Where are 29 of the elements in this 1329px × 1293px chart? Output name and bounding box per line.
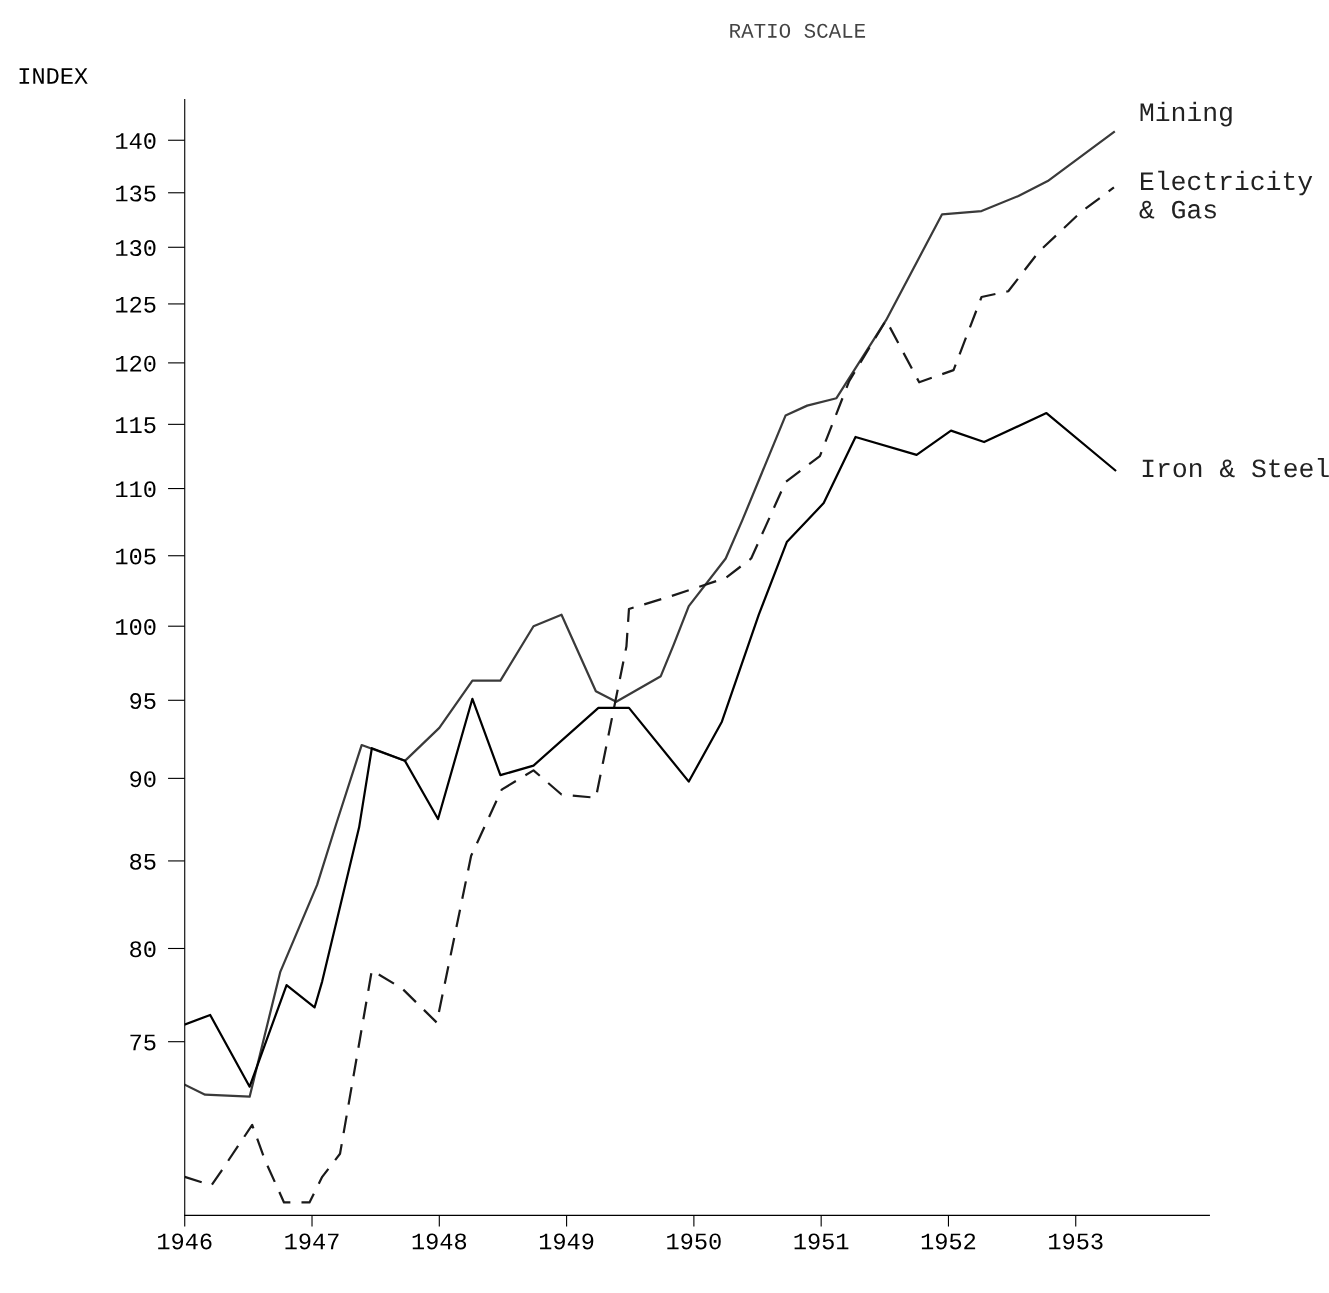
line-series <box>184 130 1116 1098</box>
series-label: Mining <box>1140 101 1232 127</box>
x-tick-label: 1948 <box>412 1233 467 1250</box>
x-tick-label: 1950 <box>667 1233 721 1250</box>
y-tick-label: 120 <box>116 355 156 372</box>
x-tick-label: 1953 <box>1049 1233 1103 1250</box>
y-tick-label: 135 <box>116 185 156 202</box>
x-tick-label: 1952 <box>921 1233 976 1250</box>
y-tick-label: 85 <box>130 853 156 870</box>
y-tick-label: 140 <box>116 133 156 150</box>
line-series <box>184 186 1116 1204</box>
y-tick-label: 105 <box>116 548 156 565</box>
x-tick-label: 1946 <box>158 1233 212 1250</box>
y-tick-label: 90 <box>130 771 156 788</box>
y-tick-label: 115 <box>116 417 156 434</box>
y-tick-label: 95 <box>130 693 156 710</box>
x-tick-label: 1951 <box>794 1233 849 1250</box>
chart-title: RATIO SCALE <box>730 23 866 38</box>
series-label: Iron & Steel <box>1142 457 1329 478</box>
x-tick-label: 1947 <box>285 1233 339 1250</box>
y-tick-label: 80 <box>130 941 156 958</box>
y-tick-label: 75 <box>130 1034 156 1051</box>
x-tick-label: 1949 <box>539 1233 594 1250</box>
y-tick-label: 130 <box>116 240 156 257</box>
series-label: Electricity & Gas <box>1139 170 1313 219</box>
y-tick-label: 125 <box>116 296 156 313</box>
y-tick-label: 110 <box>116 481 156 498</box>
y-axis-title: INDEX <box>19 68 88 84</box>
y-tick-label: 100 <box>116 618 156 635</box>
